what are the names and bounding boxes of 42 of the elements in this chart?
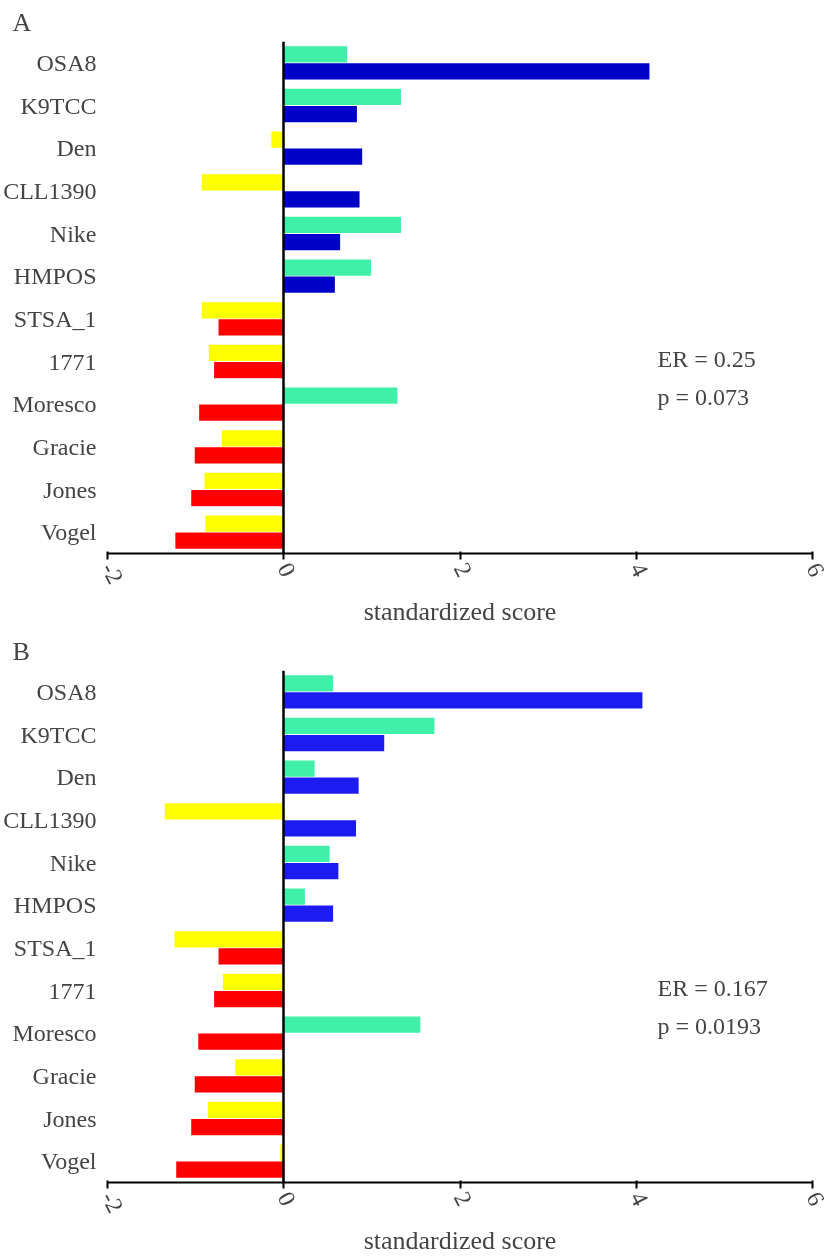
y-tick-label: Jones [43, 476, 97, 503]
x-tick-label: 2 [448, 558, 478, 581]
x-tick-label: -2 [96, 558, 129, 588]
x-tick-label: 6 [801, 1187, 830, 1210]
y-tick-label: Gracie [32, 433, 97, 460]
y-tick-label: HMPOS [13, 263, 97, 290]
y-tick-label: HMPOS [13, 892, 97, 919]
annotation: p = 0.073 [657, 383, 750, 410]
y-tick-label: Nike [49, 220, 97, 247]
y-tick-label: Vogel [40, 1148, 97, 1175]
x-axis-title: standardized score [363, 1226, 557, 1256]
y-tick-label: Moresco [12, 1020, 97, 1047]
y-tick-label: OSA8 [36, 49, 97, 76]
x-tick-label: 0 [272, 1187, 302, 1210]
y-tick-label: CLL1390 [3, 177, 97, 204]
x-tick-label: 2 [448, 1187, 478, 1210]
y-tick-label: Vogel [40, 519, 97, 546]
annotation: ER = 0.167 [657, 974, 768, 1001]
y-tick-label: Nike [49, 849, 97, 876]
y-tick-label: Den [56, 764, 97, 791]
y-tick-label: K9TCC [20, 721, 97, 748]
x-tick-label: -2 [96, 1187, 129, 1217]
y-tick-label: Gracie [32, 1062, 97, 1089]
x-axis-title: standardized score [363, 597, 557, 627]
y-tick-label: K9TCC [20, 92, 97, 119]
annotation: p = 0.0193 [657, 1012, 762, 1039]
y-tick-label: Jones [43, 1105, 97, 1132]
y-tick-label: CLL1390 [3, 806, 97, 833]
y-tick-label: STSA_1 [13, 305, 97, 332]
y-tick-label: 1771 [48, 348, 97, 375]
y-tick-label: Den [56, 135, 97, 162]
chart-title: B [12, 636, 30, 666]
x-tick-label: 0 [272, 558, 302, 581]
chart-title: A [12, 7, 32, 37]
y-tick-label: STSA_1 [13, 934, 97, 961]
y-tick-label: OSA8 [36, 678, 97, 705]
y-tick-label: Moresco [12, 391, 97, 418]
y-tick-label: 1771 [48, 977, 97, 1004]
x-tick-label: 4 [625, 558, 654, 581]
x-tick-label: 4 [625, 1187, 654, 1210]
annotation: ER = 0.25 [657, 345, 756, 372]
x-tick-label: 6 [801, 558, 830, 581]
